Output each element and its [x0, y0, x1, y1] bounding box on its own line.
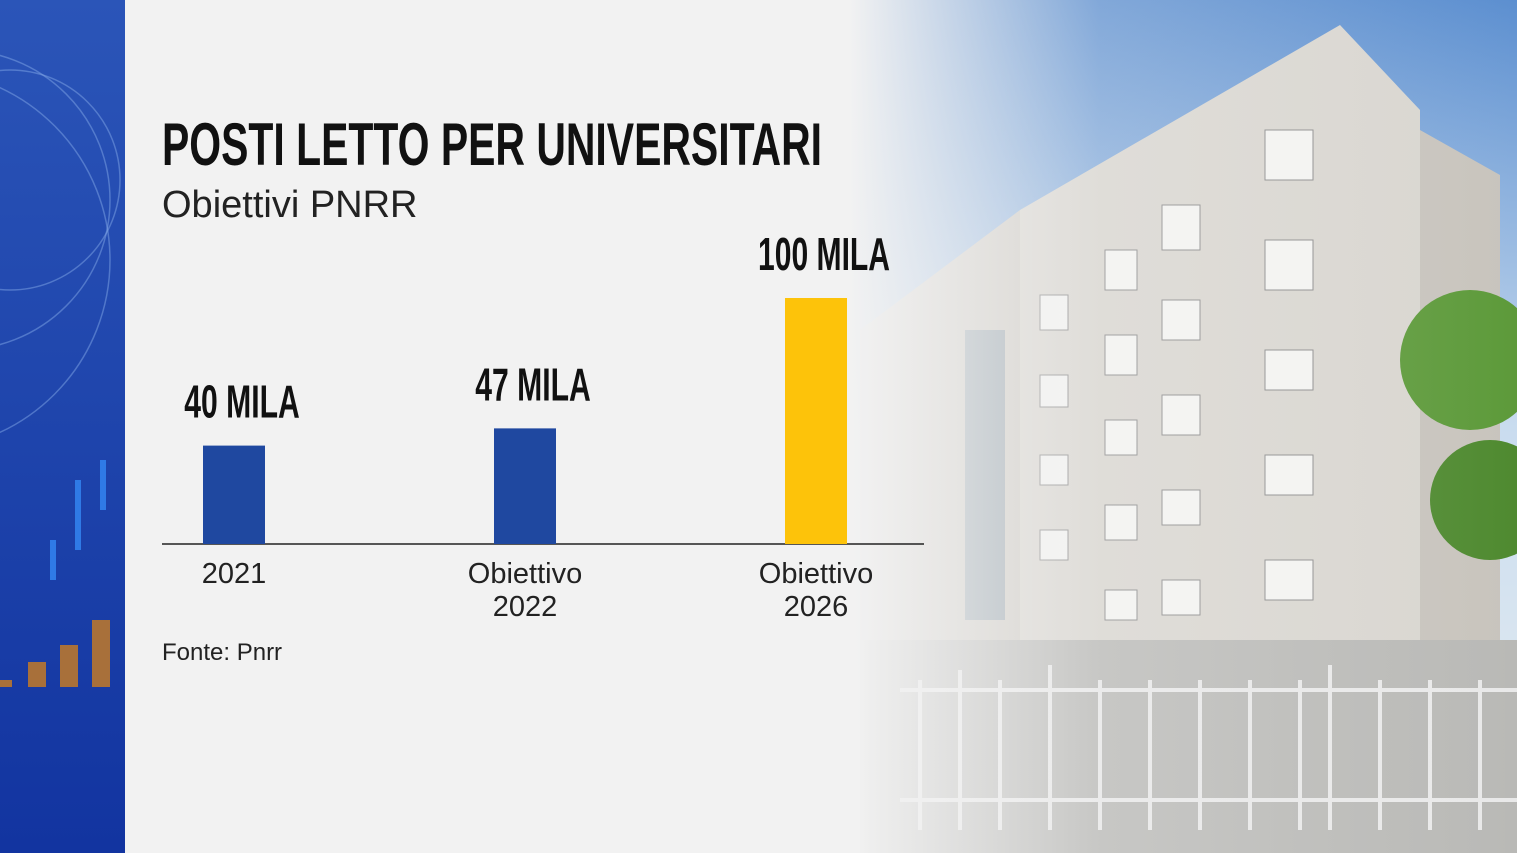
x-tick-label: Obiettivo 2022: [467, 558, 583, 623]
value-label: 47 MILA: [475, 358, 591, 410]
bar: [785, 298, 847, 544]
bar: [203, 445, 265, 544]
x-tick-label-box: 2021: [201, 558, 267, 590]
chart-title: POSTI LETTO PER UNIVERSITARI: [162, 111, 822, 178]
value-label: 40 MILA: [184, 376, 300, 428]
x-tick-label: Obiettivo 2026: [758, 558, 874, 623]
chart-subtitle: Obiettivi PNRR: [162, 184, 418, 226]
x-tick-label: 2021: [201, 558, 267, 590]
x-tick-label-box: Obiettivo 2026: [758, 558, 874, 623]
x-tick-label-box: Obiettivo 2022: [467, 558, 583, 623]
side-decoration: [0, 54, 121, 434]
source: Fonte: Pnrr: [162, 639, 282, 666]
value-label: 100 MILA: [758, 228, 890, 280]
bar: [494, 428, 556, 544]
side-bars: [0, 460, 110, 687]
side-strip: [0, 0, 125, 853]
